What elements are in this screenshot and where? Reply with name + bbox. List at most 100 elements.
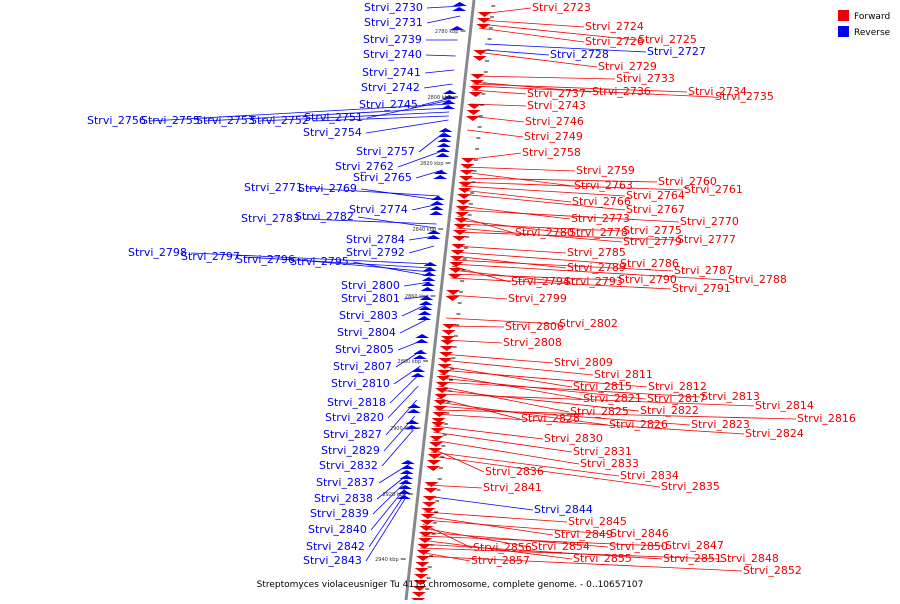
reverse-connector xyxy=(418,129,448,153)
forward-gene xyxy=(467,104,482,109)
forward-gene xyxy=(469,80,484,85)
forward-gene xyxy=(420,520,435,525)
forward-gene xyxy=(452,230,467,235)
reverse-connector xyxy=(421,97,451,106)
forward-gene xyxy=(412,586,427,591)
forward-gene xyxy=(430,428,445,433)
tick-label: 2840 kbp xyxy=(412,227,436,233)
forward-gene-label: Strvi_2737 xyxy=(527,87,586,100)
forward-gene-label: Strvi_2726 xyxy=(585,35,644,48)
reverse-gene xyxy=(398,485,413,489)
reverse-gene xyxy=(436,148,451,152)
reverse-gene xyxy=(437,138,452,142)
forward-gene xyxy=(470,74,485,79)
forward-connector xyxy=(461,177,658,183)
forward-gene-label: Strvi_2846 xyxy=(610,527,669,540)
forward-gene-label: Strvi_2815 xyxy=(573,380,632,393)
forward-gene-label: Strvi_2802 xyxy=(559,317,618,330)
reverse-gene xyxy=(452,7,467,11)
reverse-connector xyxy=(306,187,440,197)
forward-gene xyxy=(418,538,433,543)
forward-gene-label: Strvi_2789 xyxy=(567,261,626,274)
forward-gene xyxy=(458,182,473,187)
tick-label: 2920 kbp xyxy=(382,492,406,498)
forward-connector xyxy=(458,209,680,223)
reverse-connector xyxy=(426,5,462,9)
forward-connector xyxy=(452,255,567,269)
forward-gene xyxy=(436,376,451,381)
forward-gene xyxy=(476,24,491,29)
forward-gene-label: Strvi_2724 xyxy=(585,20,644,33)
reverse-connector xyxy=(357,216,437,229)
reverse-gene-label: Strvi_2752 xyxy=(250,114,309,127)
forward-gene xyxy=(418,532,433,537)
forward-connector xyxy=(450,273,618,281)
forward-gene xyxy=(423,488,438,493)
forward-gene-label: Strvi_2852 xyxy=(743,564,802,577)
reverse-connector xyxy=(360,188,440,201)
reverse-gene xyxy=(441,100,456,104)
forward-connector xyxy=(455,231,677,241)
forward-gene xyxy=(451,244,466,249)
forward-connector xyxy=(452,259,674,272)
forward-gene xyxy=(414,568,429,573)
reverse-gene-label: Strvi_2774 xyxy=(349,203,408,216)
reverse-gene xyxy=(450,26,465,30)
forward-gene-label: Strvi_2826 xyxy=(609,418,668,431)
forward-gene xyxy=(450,250,465,255)
forward-gene-label: Strvi_2729 xyxy=(598,60,657,73)
reverse-gene-label: Strvi_2840 xyxy=(308,523,367,536)
reverse-gene-label: Strvi_2838 xyxy=(314,492,373,505)
forward-gene xyxy=(437,364,452,369)
forward-gene-label: Strvi_2725 xyxy=(638,33,697,46)
reverse-gene-label: Strvi_2801 xyxy=(341,292,400,305)
forward-gene-label: Strvi_2791 xyxy=(672,282,731,295)
forward-gene xyxy=(466,110,481,115)
forward-connector xyxy=(422,523,473,549)
forward-gene xyxy=(439,346,454,351)
genome-caption: Streptomyces violaceusniger Tu 4113 chro… xyxy=(257,580,644,590)
reverse-gene-label: Strvi_2783 xyxy=(241,212,300,225)
forward-connector xyxy=(433,425,544,440)
forward-gene-label: Strvi_2761 xyxy=(684,183,743,196)
reverse-connector xyxy=(258,111,450,122)
forward-connector xyxy=(454,245,567,254)
reverse-gene xyxy=(435,153,450,157)
forward-connector xyxy=(476,51,598,68)
reverse-gene-label: Strvi_2796 xyxy=(236,253,295,266)
forward-gene xyxy=(429,436,444,441)
reverse-connector xyxy=(190,252,433,265)
reverse-gene-label: Strvi_2832 xyxy=(319,459,378,472)
reverse-connector xyxy=(387,385,419,419)
forward-gene-label: Strvi_2835 xyxy=(661,480,720,493)
reverse-gene xyxy=(414,339,429,343)
forward-gene xyxy=(459,176,474,181)
reverse-gene-label: Strvi_2805 xyxy=(335,343,394,356)
forward-gene xyxy=(447,274,462,279)
reverse-gene xyxy=(406,409,421,413)
forward-gene xyxy=(440,336,455,341)
reverse-gene xyxy=(399,470,414,474)
forward-gene xyxy=(428,442,443,447)
forward-connector xyxy=(437,389,640,412)
forward-gene-label: Strvi_2841 xyxy=(483,481,542,494)
forward-gene xyxy=(427,454,442,459)
tick-label: 2820 kbp xyxy=(420,161,444,167)
legend-swatch-reverse xyxy=(838,26,849,37)
forward-connector xyxy=(461,181,684,191)
forward-connector xyxy=(467,129,524,138)
forward-connector xyxy=(440,369,648,388)
reverse-connector xyxy=(423,83,453,89)
forward-gene-label: Strvi_2749 xyxy=(524,130,583,143)
forward-gene xyxy=(441,330,456,335)
reverse-gene xyxy=(418,301,433,305)
reverse-gene xyxy=(400,460,415,464)
forward-gene-label: Strvi_2786 xyxy=(620,257,679,270)
forward-connector xyxy=(463,166,576,172)
forward-gene xyxy=(411,592,426,597)
reverse-connector xyxy=(425,54,456,57)
forward-gene-label: Strvi_2770 xyxy=(680,215,739,228)
forward-gene xyxy=(472,56,487,61)
reverse-gene xyxy=(442,95,457,99)
